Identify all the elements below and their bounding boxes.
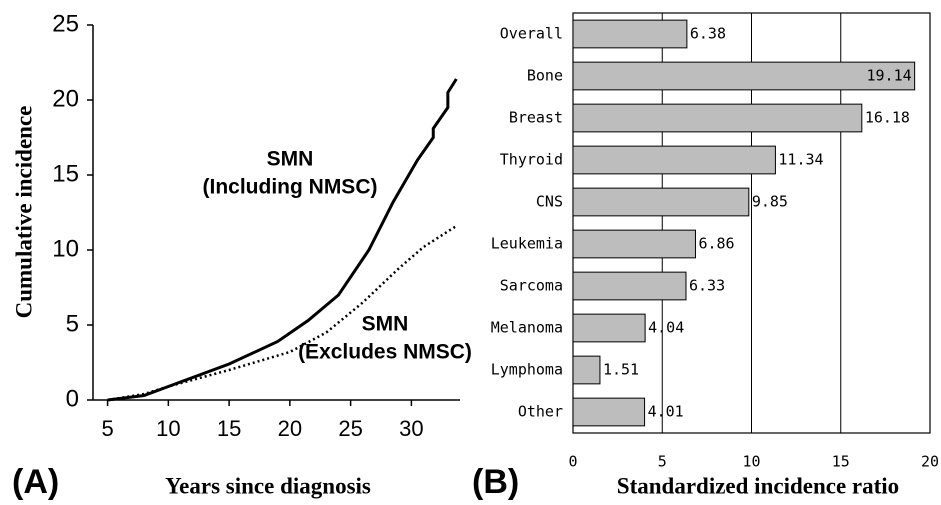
x-tick-label: 10	[742, 453, 760, 471]
value-label: 1.51	[603, 361, 639, 379]
bar	[572, 145, 776, 175]
value-label: 19.14	[866, 67, 911, 85]
x-tick-label: 30	[399, 416, 423, 441]
category-label: Other	[518, 403, 563, 421]
y-tick-label: 20	[52, 85, 79, 112]
x-tick-label: 25	[338, 416, 362, 441]
bar	[572, 397, 646, 427]
value-label: 6.38	[690, 25, 726, 43]
panel-label: (B)	[472, 463, 519, 501]
value-label: 6.86	[698, 235, 734, 253]
y-tick-label: 10	[52, 235, 79, 262]
x-tick-label: 20	[921, 453, 939, 471]
x-tick-label: 5	[658, 453, 667, 471]
value-label: 9.85	[752, 193, 788, 211]
x-tick-label: 0	[568, 453, 577, 471]
category-label: Bone	[527, 67, 563, 85]
y-tick-label: 25	[52, 10, 79, 37]
value-label: 16.18	[865, 109, 910, 127]
bar	[572, 229, 696, 259]
value-label: 4.04	[648, 319, 684, 337]
series-line	[107, 78, 458, 402]
value-label: 6.33	[689, 277, 725, 295]
x-axis-label: Years since diagnosis	[165, 473, 371, 498]
plot-frame	[572, 12, 931, 434]
x-tick-label: 15	[217, 416, 241, 441]
category-label: Lymphoma	[491, 361, 563, 379]
category-label: Thyroid	[500, 151, 563, 169]
bar	[572, 61, 916, 91]
bar	[572, 355, 601, 385]
y-tick-label: 15	[52, 160, 79, 187]
x-tick-label: 15	[832, 453, 850, 471]
bar	[572, 313, 646, 343]
annotation: (Excludes NMSC)	[298, 341, 472, 364]
panel-label: (A)	[12, 463, 59, 501]
x-tick-label: 20	[278, 416, 302, 441]
value-label: 11.34	[778, 151, 823, 169]
y-tick-label: 0	[66, 385, 79, 412]
bar	[572, 19, 688, 49]
annotation: (Including NMSC)	[203, 176, 378, 199]
x-tick-label: 10	[156, 416, 180, 441]
category-label: Breast	[509, 109, 563, 127]
bar	[572, 187, 750, 217]
category-label: Melanoma	[491, 319, 563, 337]
value-label: 4.01	[648, 403, 684, 421]
bar	[572, 271, 687, 301]
category-label: Leukemia	[491, 235, 563, 253]
category-label: CNS	[536, 193, 563, 211]
category-label: Sarcoma	[500, 277, 563, 295]
y-tick-label: 5	[66, 310, 79, 337]
x-axis-label: Standardized incidence ratio	[617, 473, 899, 498]
category-label: Overall	[500, 25, 563, 43]
y-axis-label: Cumulative incidence	[11, 106, 36, 319]
annotation: SMN	[267, 148, 314, 171]
annotation: SMN	[362, 313, 409, 336]
x-tick-label: 5	[101, 416, 113, 441]
bar	[572, 103, 863, 133]
